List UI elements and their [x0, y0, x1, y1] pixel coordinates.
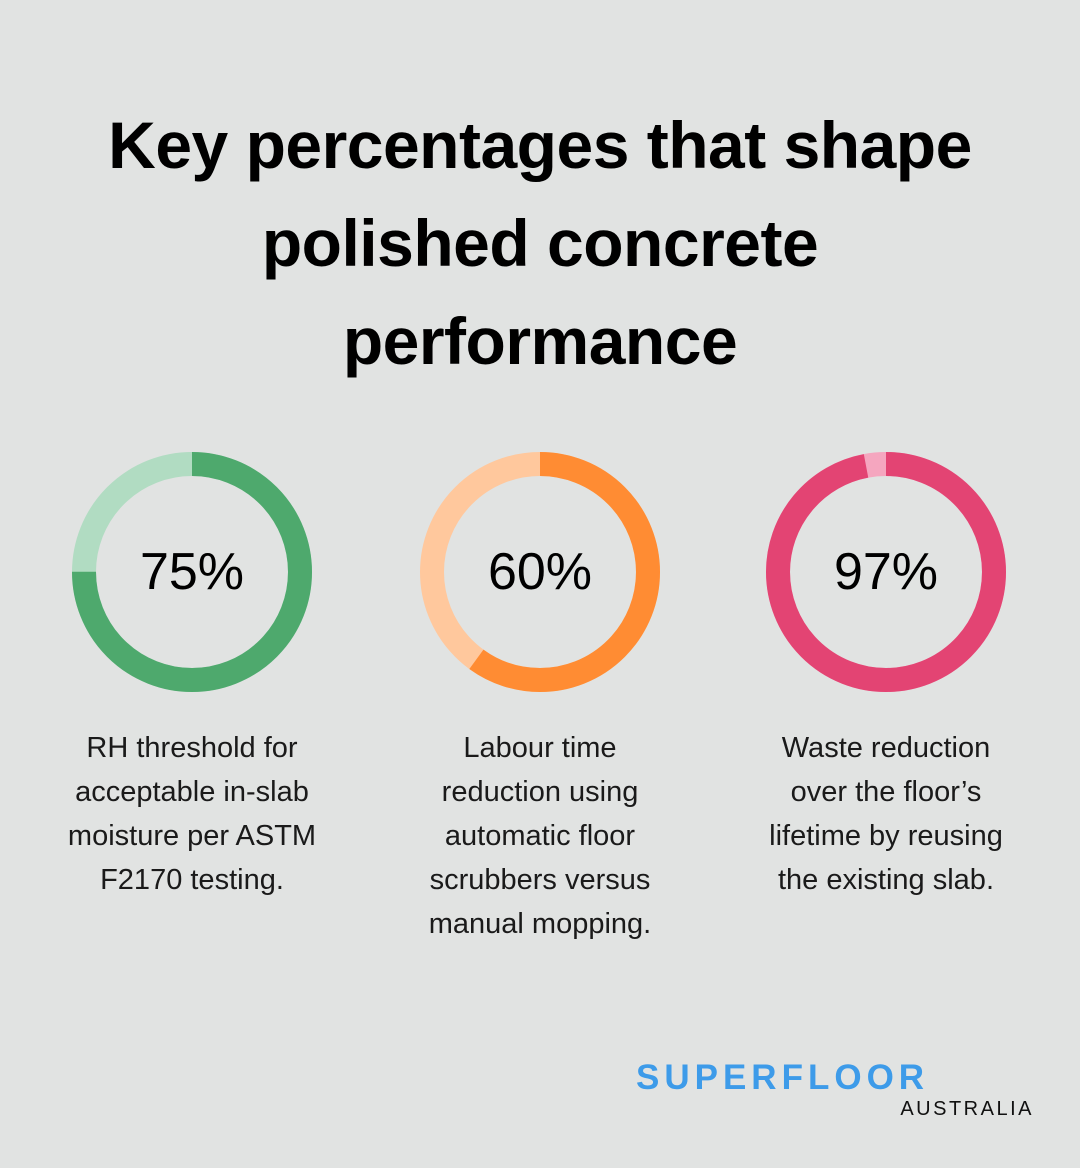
stat-value: 60% — [487, 543, 593, 601]
logo-brand: SUPERFLOOR — [636, 1058, 930, 1097]
title-line-3: performance — [342, 304, 738, 378]
title-line-1: Key percentages that shape — [108, 108, 972, 182]
superfloor-logo: SUPERFLOOR AUSTRALIA — [636, 1058, 1036, 1120]
stat-value: 97% — [833, 543, 939, 601]
donut-ring — [766, 452, 1006, 692]
stat-description: Labour time reduction using automatic fl… — [428, 732, 652, 940]
donut-ring — [72, 452, 312, 692]
stat-description: Waste reduction over the floor’s lifetim… — [769, 732, 1003, 896]
title-line-2: polished concrete — [261, 206, 819, 280]
page-title: Key percentages that shape polished conc… — [0, 96, 1080, 390]
stat-value: 75% — [139, 543, 245, 601]
donut-ring — [420, 452, 660, 692]
stat-description: RH threshold for acceptable in-slab mois… — [67, 732, 317, 896]
logo-subtitle: AUSTRALIA — [900, 1098, 1034, 1120]
